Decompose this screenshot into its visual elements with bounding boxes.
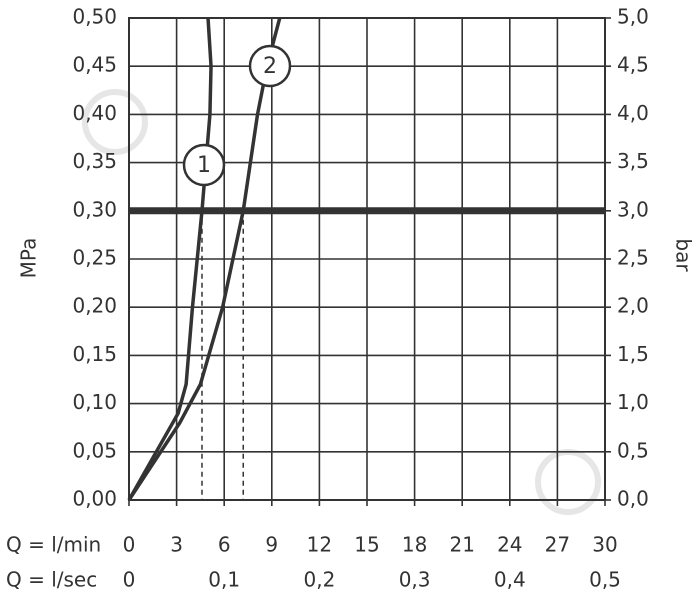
y-tick-label: 0,25 xyxy=(72,246,117,270)
plot-frame xyxy=(128,17,606,501)
curve-label-circle xyxy=(182,143,226,187)
y2-tick-label: 4,0 xyxy=(617,101,649,125)
x-axis-label: Q = l/min xyxy=(6,533,101,557)
watermark xyxy=(535,449,601,515)
x-tick-label: 0 xyxy=(123,533,136,557)
y2-tick-label: 1,0 xyxy=(617,390,649,414)
x2-tick-label: 0,4 xyxy=(494,568,526,592)
x2-tick-label: 0,1 xyxy=(208,568,240,592)
x-tick-label: 12 xyxy=(307,533,332,557)
x2-tick-label: 0,3 xyxy=(399,568,431,592)
x-tick-label: 27 xyxy=(545,533,570,557)
y2-axis-label: bar xyxy=(672,238,696,272)
y2-tick-label: 0,5 xyxy=(617,438,649,462)
y2-tick-label: 0,0 xyxy=(617,487,649,511)
y2-tick-label: 2,5 xyxy=(617,246,649,270)
y-tick-label: 0,10 xyxy=(72,390,117,414)
y2-tick-label: 4,5 xyxy=(617,53,649,77)
y2-tick-label: 3,0 xyxy=(617,197,649,221)
y-axis-label: MPa xyxy=(17,238,41,279)
x2-tick-label: 0 xyxy=(123,568,136,592)
y-tick-label: 0,00 xyxy=(72,487,117,511)
y-tick-label: 0,30 xyxy=(72,197,117,221)
y-tick-label: 0,15 xyxy=(72,342,117,366)
y2-tick-label: 3,5 xyxy=(617,149,649,173)
x2-axis-label: Q = l/sec xyxy=(6,568,97,592)
y2-tick-label: 2,0 xyxy=(617,294,649,318)
x-tick-label: 24 xyxy=(497,533,522,557)
x-tick-label: 18 xyxy=(402,533,427,557)
y2-tick-label: 1,5 xyxy=(617,342,649,366)
y-tick-label: 0,40 xyxy=(72,101,117,125)
x-tick-label: 9 xyxy=(265,533,278,557)
x-tick-label: 3 xyxy=(170,533,183,557)
y2-tick-label: 5,0 xyxy=(617,5,649,29)
watermark xyxy=(82,89,148,155)
y-tick-label: 0,50 xyxy=(72,5,117,29)
x2-tick-label: 0,5 xyxy=(589,568,621,592)
y-tick-label: 0,45 xyxy=(72,53,117,77)
x-tick-label: 21 xyxy=(449,533,474,557)
curve-label-circle xyxy=(248,44,292,88)
y-tick-label: 0,05 xyxy=(72,438,117,462)
curve-label: 2 xyxy=(263,54,277,79)
curve-label: 1 xyxy=(197,153,211,178)
x-tick-label: 6 xyxy=(218,533,231,557)
y-tick-label: 0,35 xyxy=(72,149,117,173)
x-tick-label: 15 xyxy=(354,533,379,557)
y-tick-label: 0,20 xyxy=(72,294,117,318)
x-tick-label: 30 xyxy=(592,533,617,557)
x2-tick-label: 0,2 xyxy=(303,568,335,592)
